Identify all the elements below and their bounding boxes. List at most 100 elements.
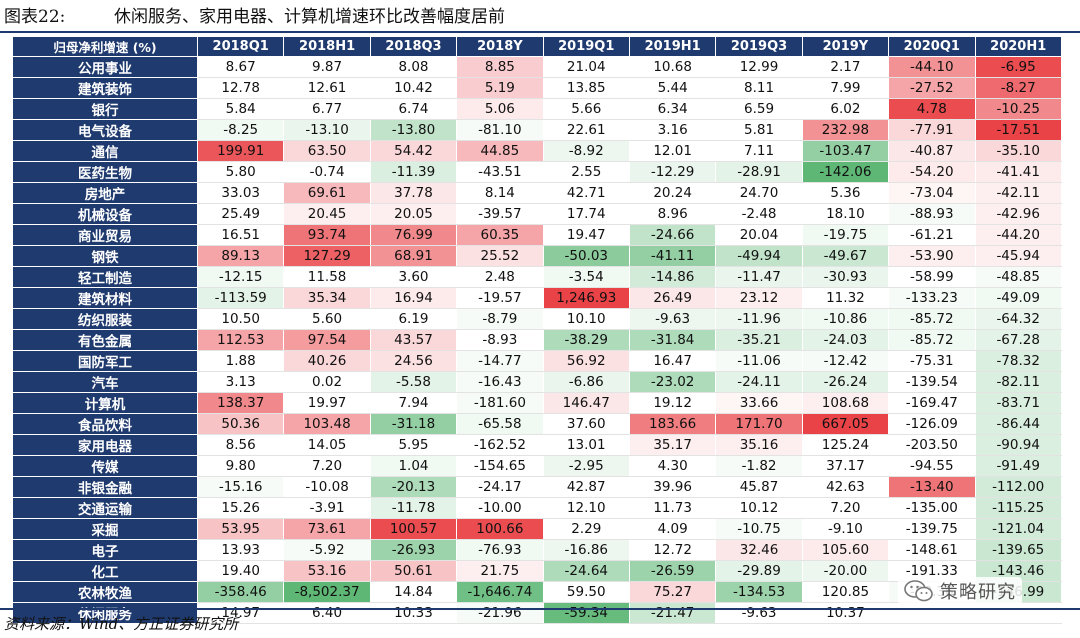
table-cell: -58.99 xyxy=(888,266,976,289)
table-row: 汽车 3.13 0.02 -5.58 -16.43 -6.86 -23.02 -24.11 -2… xyxy=(12,371,1062,394)
table-row: 有色金属 112.53 97.54 43.57 -8.93 -38.29 -31.84 -35… xyxy=(12,329,1062,352)
table-cell: -10.25 xyxy=(974,98,1062,121)
row-label: 医药生物 xyxy=(12,161,198,184)
table-cell: 1.04 xyxy=(369,455,458,478)
table-cell: 40.26 xyxy=(283,350,371,373)
table-cell: -139.54 xyxy=(888,371,976,394)
table-cell: -10.75 xyxy=(715,518,803,541)
table-cell: -11.06 xyxy=(715,350,803,373)
row-label: 建筑装饰 xyxy=(12,77,198,100)
row-label: 非银金融 xyxy=(12,476,198,499)
table-cell: 4.30 xyxy=(628,455,717,478)
table-cell: 12.01 xyxy=(628,140,717,163)
table-cell: -53.90 xyxy=(888,245,976,268)
table-cell: 10.37 xyxy=(801,602,890,625)
table-cell: 14.05 xyxy=(283,434,371,457)
table-cell: 232.98 xyxy=(801,119,890,142)
table-cell: 10.12 xyxy=(715,497,803,520)
table-cell: 19.47 xyxy=(542,224,630,247)
table-cell: 10.42 xyxy=(369,77,458,100)
table-cell: 12.72 xyxy=(628,539,717,562)
table-cell: 42.63 xyxy=(801,476,890,499)
table-cell: 13.85 xyxy=(542,77,630,100)
table-cell: 11.58 xyxy=(283,266,371,289)
corner-header: 归母净利增速 (%) xyxy=(12,35,198,58)
table-cell: 17.74 xyxy=(542,203,630,226)
table-cell: 15.26 xyxy=(196,497,285,520)
table-cell: 89.13 xyxy=(196,245,285,268)
table-row: 非银金融 -15.16 -10.08 -20.13 -24.17 42.87 39.96 45… xyxy=(12,476,1062,499)
table-cell: 37.78 xyxy=(369,182,458,205)
table-row: 公用事业 8.67 9.87 8.08 8.85 21.04 10.68 12.99 2.17-… xyxy=(12,56,1062,79)
table-cell: -88.93 xyxy=(888,203,976,226)
row-label: 汽车 xyxy=(12,371,198,394)
table-cell: 9.80 xyxy=(196,455,285,478)
column-header: 2019Q1 xyxy=(542,35,630,58)
table-cell: -35.21 xyxy=(715,329,803,352)
table-cell: 8.11 xyxy=(715,77,803,100)
row-label: 有色金属 xyxy=(12,329,198,352)
table-cell: 112.53 xyxy=(196,329,285,352)
table-cell: -11.78 xyxy=(369,497,458,520)
table-cell: -29.89 xyxy=(715,560,803,583)
table-cell: 12.10 xyxy=(542,497,630,520)
table-cell: -85.72 xyxy=(888,329,976,352)
row-label: 电子 xyxy=(12,539,198,562)
table-cell: -1,646.74 xyxy=(456,581,544,604)
table-cell: -16.43 xyxy=(456,371,544,394)
table-cell: 12.78 xyxy=(196,77,285,100)
table-cell: -169.47 xyxy=(888,392,976,415)
table-cell: -38.29 xyxy=(542,329,630,352)
table-cell: -8.25 xyxy=(196,119,285,142)
table-row: 商业贸易 16.51 93.74 76.99 60.35 19.47 -24.66 20.04… xyxy=(12,224,1062,247)
table-cell: -26.93 xyxy=(369,539,458,562)
table-cell: 11.32 xyxy=(801,287,890,310)
table-cell: 13.93 xyxy=(196,539,285,562)
table-cell: 125.24 xyxy=(801,434,890,457)
table-cell: 3.60 xyxy=(369,266,458,289)
row-label: 商业贸易 xyxy=(12,224,198,247)
table-cell: -16.86 xyxy=(542,539,630,562)
row-label: 公用事业 xyxy=(12,56,198,79)
table-cell: 6.59 xyxy=(715,98,803,121)
table-cell: 6.74 xyxy=(369,98,458,121)
table-row: 休闲服务 14.97 6.40 10.33 -21.96 -59.34 -21.47 -9.6… xyxy=(12,602,1062,625)
table-cell: 32.46 xyxy=(715,539,803,562)
table-cell: -49.67 xyxy=(801,245,890,268)
table-body: 公用事业 8.67 9.87 8.08 8.85 21.04 10.68 12.99 2.17-… xyxy=(12,56,1062,625)
table-cell: -45.94 xyxy=(974,245,1062,268)
table-cell: -17.51 xyxy=(974,119,1062,142)
row-label: 采掘 xyxy=(12,518,198,541)
table-cell: -49.09 xyxy=(974,287,1062,310)
row-label: 通信 xyxy=(12,140,198,163)
table-cell: 5.95 xyxy=(369,434,458,457)
table-row: 房地产 33.03 69.61 37.78 8.14 42.71 20.24 24.70 5.3… xyxy=(12,182,1062,205)
table-cell: -42.96 xyxy=(974,203,1062,226)
table-cell: 8.85 xyxy=(456,56,544,79)
table-cell: 1.88 xyxy=(196,350,285,373)
table-cell: 53.95 xyxy=(196,518,285,541)
table-cell: 73.61 xyxy=(283,518,371,541)
table-cell: 44.85 xyxy=(456,140,544,163)
table-row: 电子 13.93 -5.92 -26.93 -76.93 -16.86 12.72 32.46… xyxy=(12,539,1062,562)
table-cell: 7.20 xyxy=(283,455,371,478)
column-header: 2018H1 xyxy=(283,35,371,58)
table-cell: 43.57 xyxy=(369,329,458,352)
table-cell: -49.94 xyxy=(715,245,803,268)
table-cell: 105.60 xyxy=(801,539,890,562)
table-cell: -24.11 xyxy=(715,371,803,394)
table-cell: -20.13 xyxy=(369,476,458,499)
table-cell: -31.84 xyxy=(628,329,717,352)
table-cell: 13.01 xyxy=(542,434,630,457)
table-cell: -135.00 xyxy=(888,497,976,520)
table-row: 传媒 9.80 7.20 1.04 -154.65 -2.95 4.30 -1.82 37.17… xyxy=(12,455,1062,478)
table-cell: -191.33 xyxy=(888,560,976,583)
table-cell: 18.10 xyxy=(801,203,890,226)
table-cell: -24.66 xyxy=(628,224,717,247)
row-label: 计算机 xyxy=(12,392,198,415)
table-cell: -75.31 xyxy=(888,350,976,373)
table-cell: 6.19 xyxy=(369,308,458,331)
row-label: 传媒 xyxy=(12,455,198,478)
table-cell: 6.34 xyxy=(628,98,717,121)
table-cell: 2.55 xyxy=(542,161,630,184)
